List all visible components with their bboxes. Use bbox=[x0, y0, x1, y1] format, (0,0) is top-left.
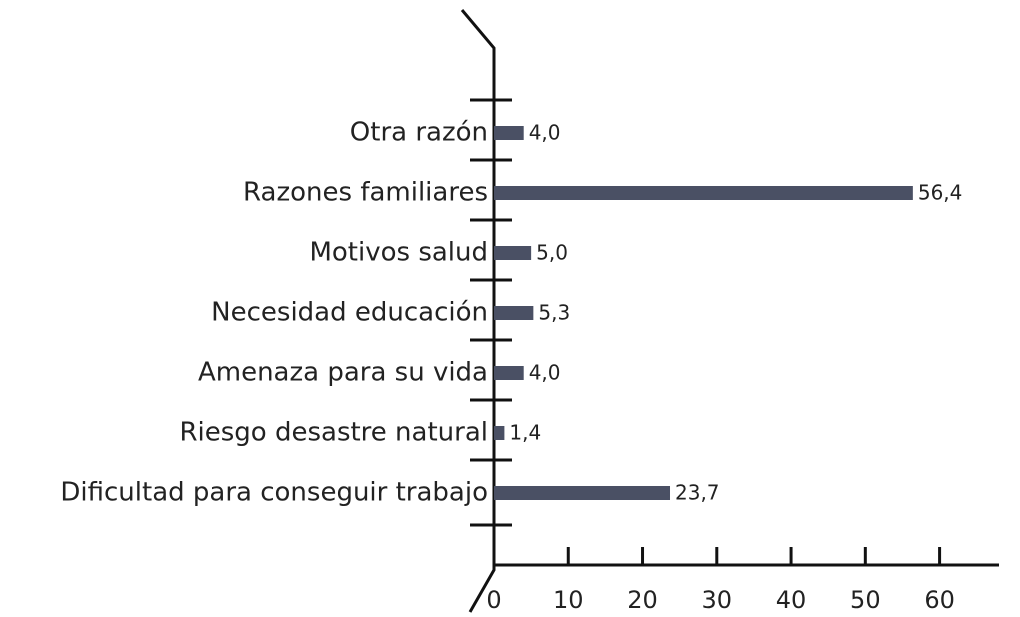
x-tick-label: 0 bbox=[486, 586, 501, 614]
bar bbox=[494, 186, 913, 200]
y-tick-label: Otra razón bbox=[350, 118, 488, 148]
bar bbox=[494, 126, 524, 140]
x-tick-label: 40 bbox=[776, 586, 807, 614]
data-label: 4,0 bbox=[529, 361, 561, 385]
x-tick-label: 30 bbox=[702, 586, 733, 614]
x-tick-label: 50 bbox=[850, 586, 881, 614]
x-tick-label: 60 bbox=[924, 586, 955, 614]
data-label: 1,4 bbox=[509, 421, 541, 445]
y-tick-label: Dificultad para conseguir trabajo bbox=[60, 478, 488, 508]
bar bbox=[494, 366, 524, 380]
bar bbox=[494, 246, 532, 260]
data-label: 56,4 bbox=[918, 181, 963, 205]
bar bbox=[494, 426, 505, 440]
y-tick-label: Razones familiares bbox=[243, 178, 488, 208]
bar bbox=[494, 306, 534, 320]
x-tick-label: 10 bbox=[553, 586, 584, 614]
data-label: 23,7 bbox=[675, 481, 720, 505]
y-tick-label: Amenaza para su vida bbox=[198, 358, 488, 388]
bar bbox=[494, 486, 671, 500]
data-label: 4,0 bbox=[529, 121, 561, 145]
x-tick-label: 20 bbox=[627, 586, 658, 614]
data-label: 5,0 bbox=[536, 241, 568, 265]
y-tick-label: Motivos salud bbox=[309, 238, 488, 268]
y-tick-label: Necesidad educación bbox=[211, 298, 488, 328]
data-label: 5,3 bbox=[538, 301, 570, 325]
y-tick-label: Riesgo desastre natural bbox=[179, 418, 488, 448]
